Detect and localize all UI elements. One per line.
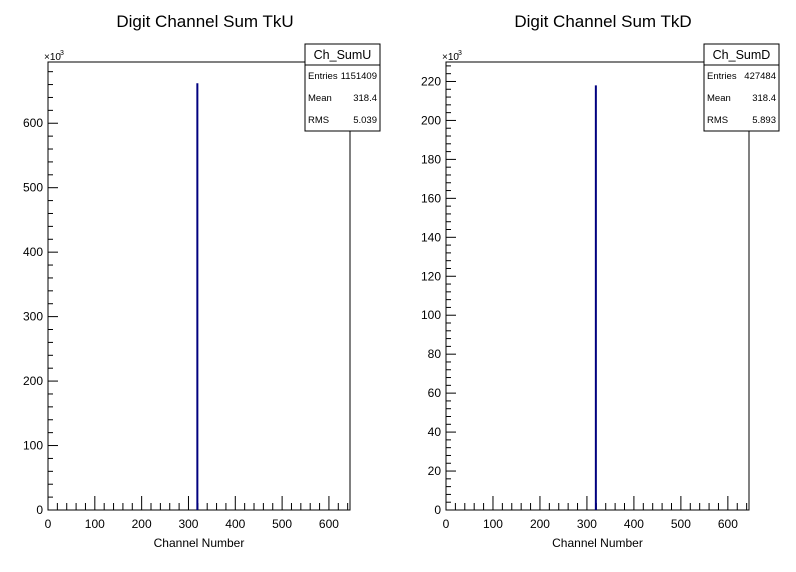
stats-mean-value: 318.4 bbox=[353, 93, 377, 104]
x-tick-label: 600 bbox=[319, 517, 339, 531]
stats-box-frame bbox=[304, 43, 381, 132]
plot-frame bbox=[445, 61, 750, 511]
stats-box-frame bbox=[703, 43, 780, 132]
stats-rms-value: 5.893 bbox=[752, 115, 776, 126]
y-tick-label: 60 bbox=[428, 386, 442, 400]
stats-entries-value: 1151409 bbox=[341, 71, 377, 82]
y-tick-label: 20 bbox=[428, 464, 442, 478]
stats-box: Ch_SumU Entries 1151409 Mean 318.4 RMS 5.039 bbox=[304, 43, 381, 132]
x-tick-label: 300 bbox=[577, 517, 597, 531]
stats-rms-label: RMS bbox=[308, 115, 329, 126]
y-tick-label: 600 bbox=[23, 116, 43, 130]
y-tick-label: 80 bbox=[428, 347, 442, 361]
x-tick-label: 200 bbox=[530, 517, 550, 531]
stats-box: Ch_SumD Entries 427484 Mean 318.4 RMS 5.893 bbox=[703, 43, 780, 132]
y-tick-label: 220 bbox=[421, 74, 441, 88]
x-tick-label: 400 bbox=[225, 517, 245, 531]
x-axis-label: Channel Number bbox=[154, 536, 245, 550]
stats-mean-label: Mean bbox=[707, 93, 731, 104]
x-tick-label: 600 bbox=[718, 517, 738, 531]
y-axis-multiplier-exponent: 3 bbox=[60, 50, 64, 57]
y-tick-label: 180 bbox=[421, 152, 441, 166]
stats-rms-label: RMS bbox=[707, 115, 728, 126]
x-tick-label: 500 bbox=[272, 517, 292, 531]
y-axis-multiplier: ×10 bbox=[44, 52, 61, 63]
y-tick-label: 200 bbox=[421, 113, 441, 127]
x-tick-label: 100 bbox=[483, 517, 503, 531]
chart-title: Digit Channel Sum TkD bbox=[514, 12, 691, 31]
y-tick-label: 160 bbox=[421, 191, 441, 205]
histogram-panel-1: Digit Channel Sum TkU 0 100 200 300 400 500 600… bbox=[23, 12, 381, 550]
x-tick-label: 500 bbox=[671, 517, 691, 531]
y-tick-label: 0 bbox=[434, 503, 441, 517]
x-tick-label: 0 bbox=[45, 517, 52, 531]
x-tick-label: 200 bbox=[132, 517, 152, 531]
plot-frame bbox=[47, 61, 351, 511]
y-tick-label: 40 bbox=[428, 425, 442, 439]
y-axis-multiplier: ×10 bbox=[442, 52, 459, 63]
x-tick-label: 300 bbox=[178, 517, 198, 531]
y-tick-label: 0 bbox=[36, 503, 43, 517]
stats-entries-value: 427484 bbox=[744, 71, 776, 82]
stats-mean-label: Mean bbox=[308, 93, 332, 104]
chart-title: Digit Channel Sum TkU bbox=[116, 12, 293, 31]
y-tick-label: 400 bbox=[23, 245, 43, 259]
x-tick-label: 400 bbox=[624, 517, 644, 531]
y-tick-label: 140 bbox=[421, 230, 441, 244]
x-tick-label: 100 bbox=[85, 517, 105, 531]
stats-histogram-name: Ch_SumU bbox=[314, 48, 372, 62]
stats-entries-label: Entries bbox=[308, 71, 338, 82]
y-tick-label: 100 bbox=[421, 308, 441, 322]
y-tick-label: 500 bbox=[23, 181, 43, 195]
stats-entries-label: Entries bbox=[707, 71, 737, 82]
y-axis-multiplier-exponent: 3 bbox=[458, 50, 462, 57]
stats-mean-value: 318.4 bbox=[752, 93, 776, 104]
y-tick-label: 120 bbox=[421, 269, 441, 283]
y-tick-label: 200 bbox=[23, 374, 43, 388]
x-axis-label: Channel Number bbox=[552, 536, 643, 550]
y-tick-label: 100 bbox=[23, 439, 43, 453]
y-tick-label: 300 bbox=[23, 310, 43, 324]
stats-histogram-name: Ch_SumD bbox=[713, 48, 771, 62]
stats-rms-value: 5.039 bbox=[353, 115, 377, 126]
x-tick-label: 0 bbox=[443, 517, 450, 531]
